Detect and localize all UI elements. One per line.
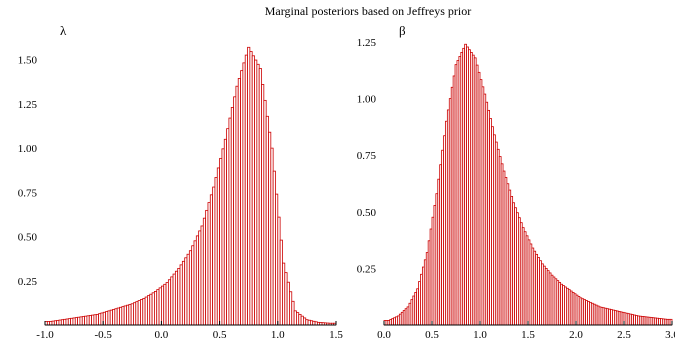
beta-y-tick-label: 1.00 [357,94,377,106]
lambda-y-tick-label: 1.50 [18,55,38,67]
lambda-panel: -1.0 -0.5 0.0 0.5 1.0 1.5 0.25 0.50 0.75 1.00 1.2… [18,23,344,341]
beta-panel: 0.0 0.5 1.0 1.5 2.0 2.5 3.0 0.25 0.50 0.75 1.00 1.… [357,23,675,341]
lambda-y-ticks: 0.25 0.50 0.75 1.00 1.25 1.50 [18,55,38,288]
beta-x-tick-label: 1.5 [521,329,535,341]
beta-x-tick-label: 2.0 [569,329,583,341]
lambda-x-tick-label: -1.0 [36,329,54,341]
beta-axis-label: β [399,23,406,38]
beta-y-tick-label: 0.25 [357,263,377,275]
lambda-x-tick-label: -0.5 [94,329,112,341]
lambda-x-tick-label: 1.0 [271,329,285,341]
lambda-x-ticks: -1.0 -0.5 0.0 0.5 1.0 1.5 [36,321,343,341]
beta-x-tick-label: 2.5 [617,329,631,341]
beta-bars [383,43,673,326]
beta-y-tick-label: 1.25 [357,37,377,49]
lambda-bars [44,46,337,326]
beta-y-tick-label: 0.75 [357,150,377,162]
beta-y-tick-label: 0.50 [357,207,377,219]
lambda-y-tick-label: 1.00 [18,143,38,155]
beta-y-ticks: 0.25 0.50 0.75 1.00 1.25 [357,37,377,275]
lambda-y-tick-label: 1.25 [18,99,38,111]
lambda-axis-label: λ [60,23,67,38]
lambda-x-tick-label: 1.5 [329,329,343,341]
beta-x-tick-label: 3.0 [665,329,675,341]
beta-x-tick-label: 0.0 [377,329,391,341]
lambda-y-tick-label: 0.25 [18,276,38,288]
beta-x-ticks: 0.0 0.5 1.0 1.5 2.0 2.5 3.0 [377,321,675,341]
lambda-x-tick-label: 0.0 [155,329,169,341]
figure-title: Marginal posteriors based on Jeffreys pr… [265,4,472,18]
lambda-y-tick-label: 0.50 [18,232,38,244]
beta-x-tick-label: 0.5 [425,329,439,341]
lambda-x-tick-label: 0.5 [213,329,227,341]
beta-x-tick-label: 1.0 [473,329,487,341]
lambda-y-tick-label: 0.75 [18,187,38,199]
